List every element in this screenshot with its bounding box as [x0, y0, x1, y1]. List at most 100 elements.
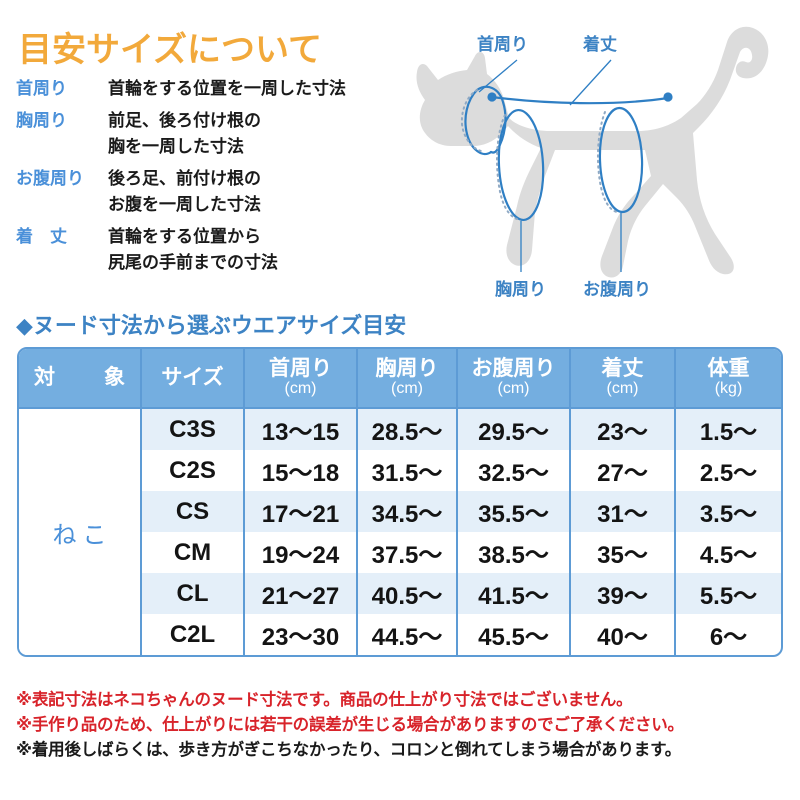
cell-size: CL	[142, 573, 245, 614]
measurement-definitions: 首周り 首輪をする位置を一周した寸法 胸周り 前足、後ろ付け根の 胸を一周した寸…	[16, 76, 416, 282]
cat-diagram-svg	[416, 26, 769, 278]
definition-desc-chest-line-1: 前足、後ろ付け根の	[108, 111, 261, 130]
size-table-container: 対 象 サイズ 首周り (cm) 胸周り (cm) お腹周り (cm)	[17, 347, 783, 657]
cell-neck: 21〜27	[245, 573, 358, 614]
cell-chest: 40.5〜	[358, 573, 458, 614]
cell-size: C2S	[142, 450, 245, 491]
cell-belly: 35.5〜	[458, 491, 571, 532]
definition-desc-neck: 首輪をする位置を一周した寸法	[108, 76, 346, 102]
column-header-belly-unit: (cm)	[497, 380, 530, 398]
length-measure-line	[487, 92, 673, 105]
table-row: CL 21〜27 40.5〜 41.5〜 39〜 5.5〜	[19, 573, 781, 614]
column-header-weight: 体重 (kg)	[676, 349, 781, 409]
definition-term-length: 着 丈	[16, 227, 67, 246]
column-header-belly-label: お腹周り	[471, 357, 556, 381]
cell-chest: 34.5〜	[358, 491, 458, 532]
table-row: CM 19〜24 37.5〜 38.5〜 35〜 4.5〜	[19, 532, 781, 573]
cell-size: C3S	[142, 409, 245, 450]
definition-desc-belly-line-1: 後ろ足、前付け根の	[108, 169, 261, 188]
definition-desc-chest: 前足、後ろ付け根の 胸を一周した寸法	[108, 108, 261, 160]
cell-belly: 45.5〜	[458, 614, 571, 655]
definition-desc-neck-line-1: 首輪をする位置を一周した寸法	[108, 79, 346, 98]
definition-term-neck: 首周り	[16, 79, 67, 98]
footnotes: ※表記寸法はネコちゃんのヌード寸法です。商品の仕上がり寸法ではございません。 ※…	[16, 688, 791, 763]
footnote-nude-dimensions: ※表記寸法はネコちゃんのヌード寸法です。商品の仕上がり寸法ではございません。	[16, 691, 633, 709]
column-header-neck-unit: (cm)	[284, 380, 317, 398]
column-header-neck: 首周り (cm)	[245, 349, 358, 409]
size-table: 対 象 サイズ 首周り (cm) 胸周り (cm) お腹周り (cm)	[17, 347, 783, 657]
cell-weight: 2.5〜	[699, 460, 758, 487]
cell-weight: 4.5〜	[699, 542, 758, 569]
cat-silhouette-icon	[416, 26, 769, 278]
cell-belly: 38.5〜	[458, 532, 571, 573]
cell-belly: 29.5〜	[458, 409, 571, 450]
table-row: CS 17〜21 34.5〜 35.5〜 31〜 3.5〜	[19, 491, 781, 532]
column-header-chest-label: 胸周り	[375, 357, 439, 381]
table-row: C2L 23〜30 44.5〜 45.5〜 40〜 6〜	[19, 614, 781, 655]
column-header-chest: 胸周り (cm)	[358, 349, 458, 409]
cell-weight: 5.5〜	[676, 573, 781, 614]
definition-desc-belly: 後ろ足、前付け根の お腹を一周した寸法	[108, 166, 261, 218]
cell-belly: 32.5〜	[458, 450, 571, 491]
cell-weight: 6〜	[709, 624, 748, 651]
column-header-chest-unit: (cm)	[391, 380, 423, 398]
diagram-label-length: 着丈	[583, 35, 617, 54]
diamond-bullet-icon: ◆	[16, 313, 33, 338]
cell-length: 23〜	[571, 409, 676, 450]
chest-measure-ring	[496, 108, 545, 222]
cell-neck: 15〜18	[245, 450, 358, 491]
size-table-header-row: 対 象 サイズ 首周り (cm) 胸周り (cm) お腹周り (cm)	[19, 349, 781, 409]
diagram-label-chest: 胸周り	[495, 280, 546, 299]
cell-weight: 1.5〜	[676, 409, 781, 450]
column-header-neck-label: 首周り	[269, 357, 332, 381]
cell-neck: 13〜15	[245, 409, 358, 450]
column-header-size-label: サイズ	[161, 365, 224, 389]
definition-row-length: 着 丈 首輪をする位置から 尻尾の手前までの寸法	[16, 224, 416, 276]
cell-length: 40〜	[571, 614, 676, 655]
definition-term-belly: お腹周り	[16, 169, 84, 188]
column-header-size: サイズ	[142, 349, 245, 409]
intro-section: 首周り 着丈 胸周り お腹周り 目安サイズについて 首周り 首輪をする位置を一周…	[0, 0, 800, 300]
cell-chest: 28.5〜	[358, 409, 458, 450]
definition-row-neck: 首周り 首輪をする位置を一周した寸法	[16, 76, 416, 102]
table-row: C2S 15〜18 31.5〜 32.5〜 27〜 2.5〜	[19, 450, 781, 491]
definition-term-chest: 胸周り	[16, 111, 67, 130]
size-table-body: ねこ C3S 13〜15 28.5〜 29.5〜 23〜 1.5〜 C2S 15…	[19, 409, 781, 655]
cell-size: CS	[142, 491, 245, 532]
cell-neck: 23〜30	[245, 614, 358, 655]
cell-length: 31〜	[571, 491, 676, 532]
column-header-target-label: 対 象	[34, 365, 139, 389]
cell-weight: 3.5〜	[676, 491, 781, 532]
cat-measurement-diagram: 首周り 着丈 胸周り お腹周り	[405, 0, 800, 305]
cell-size: C2L	[142, 614, 245, 655]
column-header-weight-label: 体重	[707, 357, 750, 381]
diagram-label-belly: お腹周り	[583, 280, 651, 299]
column-header-belly: お腹周り (cm)	[458, 349, 571, 409]
belly-measure-ring	[596, 106, 644, 214]
neck-measure-ring	[460, 85, 507, 156]
column-header-weight-unit: (kg)	[714, 380, 743, 398]
column-header-length: 着丈 (cm)	[571, 349, 676, 409]
definition-row-chest: 胸周り 前足、後ろ付け根の 胸を一周した寸法	[16, 108, 416, 160]
definition-desc-length: 首輪をする位置から 尻尾の手前までの寸法	[108, 224, 278, 276]
table-row: ねこ C3S 13〜15 28.5〜 29.5〜 23〜 1.5〜	[19, 409, 781, 655]
cell-length: 35〜	[571, 532, 676, 573]
size-chart-heading-text: ヌード寸法から選ぶウエアサイズ目安	[32, 313, 407, 338]
cell-chest: 31.5〜	[358, 450, 458, 491]
cell-belly: 41.5〜	[458, 573, 571, 614]
column-header-target: 対 象	[19, 349, 142, 409]
target-cell-cat: ねこ	[19, 409, 142, 655]
diagram-leader-lines	[478, 59, 622, 272]
size-table-head: 対 象 サイズ 首周り (cm) 胸周り (cm) お腹周り (cm)	[19, 349, 781, 409]
diagram-label-neck: 首周り	[477, 35, 528, 54]
definition-desc-belly-line-2: お腹を一周した寸法	[108, 195, 261, 214]
cell-length: 27〜	[571, 450, 676, 491]
definition-desc-chest-line-2: 胸を一周した寸法	[108, 137, 244, 156]
cell-size: CM	[142, 532, 245, 573]
cell-chest: 37.5〜	[358, 532, 458, 573]
page-title: 目安サイズについて	[18, 31, 322, 69]
column-header-length-label: 着丈	[601, 357, 644, 381]
definition-row-belly: お腹周り 後ろ足、前付け根の お腹を一周した寸法	[16, 166, 416, 218]
size-chart-heading: ◆ヌード寸法から選ぶウエアサイズ目安	[16, 308, 406, 340]
cell-chest: 44.5〜	[358, 614, 458, 655]
